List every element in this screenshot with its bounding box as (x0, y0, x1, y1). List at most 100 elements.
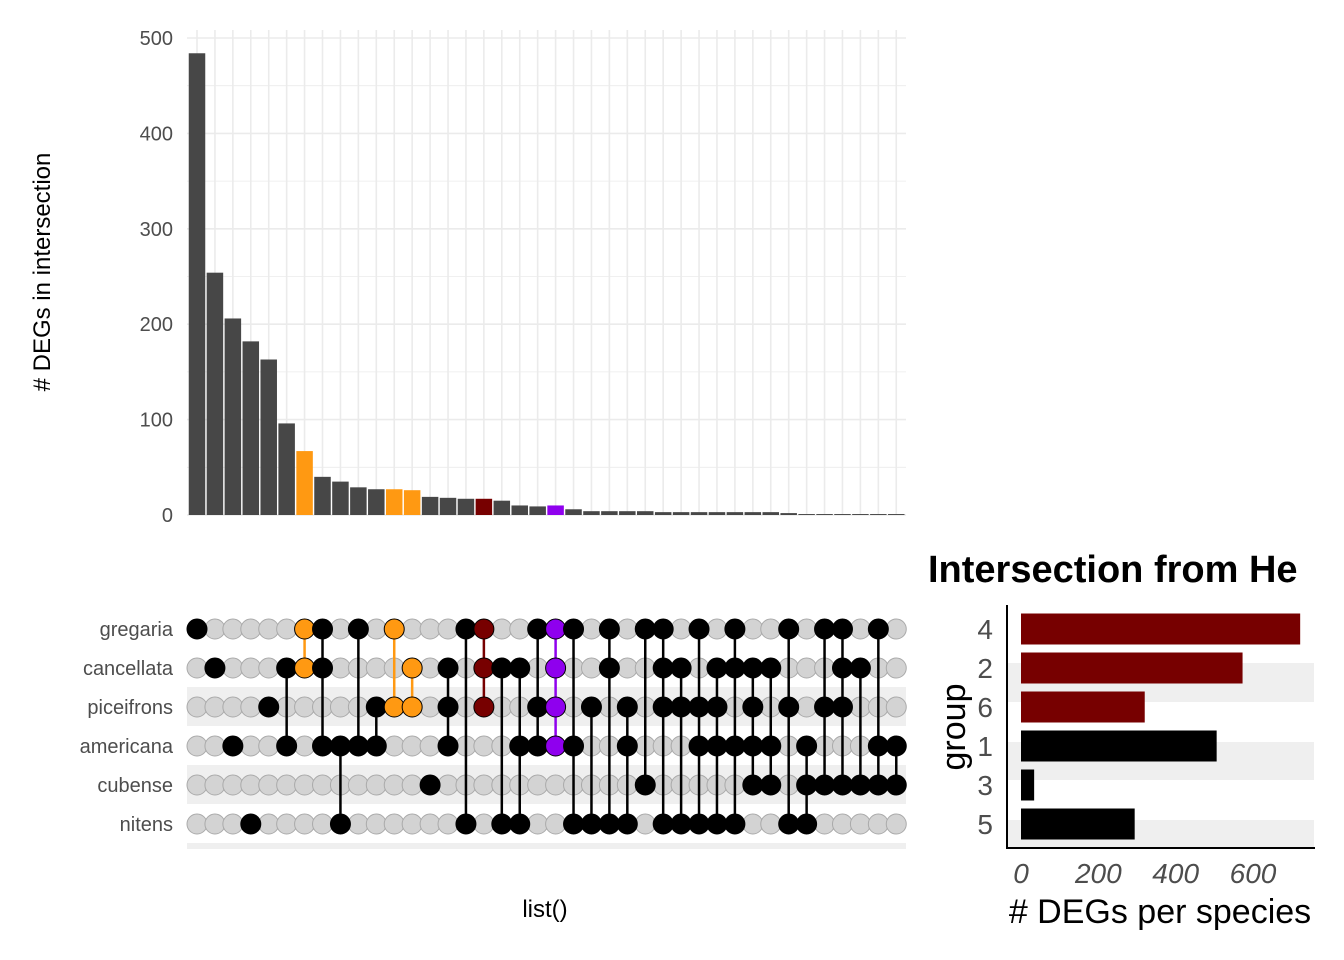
intersection-bar (601, 511, 618, 515)
matrix-dot-empty (186, 657, 208, 679)
matrix-dot-empty (258, 774, 280, 796)
matrix-dot-empty (329, 657, 351, 679)
intersection-bar (888, 514, 905, 515)
matrix-dot-filled (258, 696, 280, 718)
matrix-dot-empty (527, 813, 549, 835)
species-bar (1021, 769, 1035, 801)
matrix-dot-filled (329, 813, 351, 835)
matrix-dot-empty (240, 657, 262, 679)
matrix-dot-filled (473, 618, 495, 640)
matrix-dot-filled (186, 618, 208, 640)
matrix-dot-empty (796, 696, 818, 718)
matrix-dot-filled (706, 813, 728, 835)
matrix-dot-empty (222, 813, 244, 835)
set-label-americana: americana (80, 736, 174, 758)
matrix-dot-empty (885, 657, 907, 679)
matrix-x-axis-label: list() (522, 896, 567, 923)
matrix-dot-filled (365, 735, 387, 757)
matrix-dot-filled (545, 618, 567, 640)
matrix-dot-filled (760, 774, 782, 796)
species-y-tick-label: 5 (977, 809, 993, 840)
matrix-dot-empty (258, 657, 280, 679)
species-x-tick-label: 400 (1152, 858, 1199, 889)
intersection-bar (852, 514, 869, 515)
species-x-tick-label: 0 (1013, 858, 1029, 889)
matrix-dot-empty (867, 813, 889, 835)
matrix-dot-filled (437, 696, 459, 718)
matrix-dot-empty (240, 774, 262, 796)
matrix-dot-filled (329, 735, 351, 757)
matrix-dot-empty (616, 618, 638, 640)
intersection-bar (798, 514, 815, 515)
matrix-dot-empty (240, 618, 262, 640)
y-tick-label: 400 (140, 123, 173, 145)
matrix-dot-filled (778, 813, 800, 835)
intersection-bar (439, 497, 457, 515)
matrix-dot-filled (365, 696, 387, 718)
matrix-dot-empty (706, 618, 728, 640)
matrix-dot-filled (778, 696, 800, 718)
species-y-tick-label: 3 (977, 770, 993, 801)
matrix-dot-filled (796, 813, 818, 835)
matrix-dot-empty (401, 774, 423, 796)
matrix-dot-empty (294, 696, 316, 718)
matrix-dot-empty (365, 657, 387, 679)
matrix-dot-empty (419, 618, 441, 640)
matrix-dot-filled (652, 618, 674, 640)
intersection-bar (654, 512, 672, 515)
intersection-bar (350, 487, 367, 515)
matrix-dot-filled (545, 696, 567, 718)
matrix-dot-empty (437, 618, 459, 640)
intersection-bar (188, 53, 206, 515)
matrix-dot-filled (527, 735, 549, 757)
matrix-dot-filled (527, 618, 549, 640)
matrix-dot-filled (814, 774, 836, 796)
intersection-bar (278, 423, 295, 515)
matrix-dot-filled (580, 696, 602, 718)
matrix-dot-empty (383, 774, 405, 796)
matrix-dot-empty (527, 774, 549, 796)
matrix-dot-filled (294, 657, 316, 679)
matrix-dot-filled (563, 618, 585, 640)
matrix-dot-empty (814, 813, 836, 835)
matrix-dot-filled (437, 735, 459, 757)
intersection-bar (260, 359, 277, 515)
matrix-dot-empty (742, 813, 764, 835)
matrix-dot-empty (634, 813, 656, 835)
y-tick-label: 0 (162, 505, 173, 527)
species-x-ticks: 0 200 400 600 (1013, 858, 1277, 889)
intersection-bar (314, 476, 331, 515)
matrix-dot-filled (455, 813, 477, 835)
matrix-dot-filled (831, 774, 853, 796)
matrix-dot-empty (276, 774, 298, 796)
matrix-dot-empty (473, 813, 495, 835)
matrix-dot-filled (724, 813, 746, 835)
matrix-dot-filled (867, 774, 889, 796)
matrix-dot-filled (473, 696, 495, 718)
matrix-dot-filled (491, 657, 513, 679)
matrix-dot-filled (240, 813, 262, 835)
matrix-dot-filled (831, 657, 853, 679)
matrix-dot-filled (312, 657, 334, 679)
matrix-dot-empty (276, 813, 298, 835)
matrix-dot-filled (580, 813, 602, 835)
matrix-dot-empty (437, 813, 459, 835)
matrix-dot-filled (616, 735, 638, 757)
species-y-tick-label: 4 (977, 614, 993, 645)
set-label-cancellata: cancellata (83, 658, 174, 680)
matrix-dot-filled (867, 618, 889, 640)
matrix-dot-filled (652, 696, 674, 718)
matrix-dot-filled (831, 618, 853, 640)
matrix-dot-empty (419, 657, 441, 679)
matrix-dot-filled (742, 657, 764, 679)
matrix-dot-filled (509, 735, 531, 757)
matrix-dot-empty (240, 735, 262, 757)
matrix-dot-filled (419, 774, 441, 796)
matrix-dot-filled (383, 696, 405, 718)
matrix-dot-empty (580, 657, 602, 679)
matrix-dot-filled (294, 618, 316, 640)
species-x-axis-label: # DEGs per species (1009, 893, 1311, 931)
matrix-dot-filled (383, 618, 405, 640)
intersection-bar (206, 272, 224, 515)
intersection-bar (637, 511, 654, 515)
